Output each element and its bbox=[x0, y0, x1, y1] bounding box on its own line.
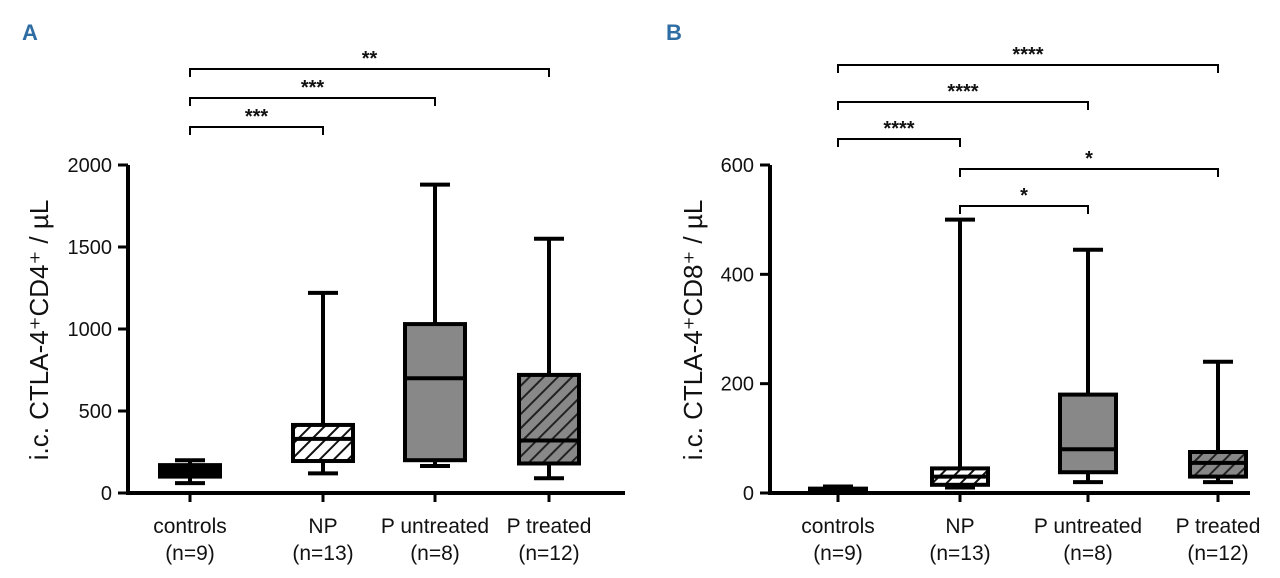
panel-b-significance-2: **** bbox=[837, 44, 1219, 73]
iqr-box bbox=[403, 322, 467, 463]
panel-b-category-label: controls bbox=[801, 515, 875, 538]
panel-a-ytick-label: 1500 bbox=[68, 237, 113, 259]
significance-label: *** bbox=[301, 77, 325, 99]
panel-a-ytick-label: 1000 bbox=[68, 319, 113, 341]
panel-a-box-1 bbox=[291, 290, 355, 476]
panel-b-category-n: (n=9) bbox=[813, 542, 863, 565]
panel-a-category-label: P untreated bbox=[381, 515, 489, 538]
panel-b-significance-3: * bbox=[959, 185, 1089, 214]
panel-b-ytick-label: 200 bbox=[721, 374, 754, 396]
significance-label: * bbox=[1020, 185, 1028, 207]
panel-a-box-0 bbox=[158, 458, 222, 486]
panel-a-category-label: NP bbox=[308, 515, 337, 538]
panel-a-category-n: (n=12) bbox=[518, 542, 579, 565]
iqr-box bbox=[291, 422, 355, 464]
panel-a-letter: A bbox=[22, 20, 38, 45]
significance-bracket bbox=[189, 68, 550, 77]
panel-b-ytick-label: 400 bbox=[721, 264, 754, 286]
panel-b-box-3 bbox=[1188, 359, 1248, 485]
significance-bracket bbox=[189, 97, 436, 106]
panel-b-box-0 bbox=[808, 484, 868, 495]
significance-label: **** bbox=[1012, 44, 1043, 66]
panel-a-ytick-label: 500 bbox=[79, 401, 112, 423]
panel-b-category-n: (n=13) bbox=[929, 542, 990, 565]
significance-bracket bbox=[189, 126, 324, 135]
panel-a-ylabel: i.c. CTLA-4⁺CD4⁺ / µL bbox=[24, 200, 54, 461]
panel-b-box-1 bbox=[930, 217, 990, 490]
panel-a-significance-1: *** bbox=[189, 77, 436, 106]
panel-b-category-n: (n=8) bbox=[1063, 542, 1113, 565]
panel-b-category-label: P untreated bbox=[1034, 515, 1142, 538]
significance-bracket bbox=[959, 205, 1089, 214]
panel-b-letter: B bbox=[666, 20, 682, 45]
panel-a-ytick-label: 2000 bbox=[68, 155, 113, 177]
panel-b-ytick-label: 600 bbox=[721, 155, 754, 177]
panel-b-category-n: (n=12) bbox=[1187, 542, 1248, 565]
panel-a-category-n: (n=9) bbox=[165, 542, 215, 565]
significance-label: **** bbox=[883, 118, 914, 140]
significance-label: ** bbox=[362, 48, 378, 70]
panel-b-significance-1: **** bbox=[837, 81, 1089, 110]
panel-a-ytick-label: 0 bbox=[101, 483, 112, 505]
panel-b-category-label: P treated bbox=[1176, 515, 1261, 538]
panel-b-box-2 bbox=[1058, 247, 1118, 485]
panel-b-significance-4: * bbox=[959, 148, 1219, 177]
panel-a-significance-2: ** bbox=[189, 48, 550, 77]
panel-a: A i.c. CTLA-4⁺CD4⁺ / µL 0 500 1000 1500 2000… bbox=[22, 20, 625, 565]
significance-bracket bbox=[837, 101, 1089, 110]
significance-label: * bbox=[1085, 148, 1093, 170]
significance-bracket bbox=[837, 138, 961, 147]
iqr-box bbox=[517, 372, 581, 466]
panel-b-significance-0: **** bbox=[837, 118, 961, 147]
iqr-box bbox=[1058, 392, 1118, 475]
panel-b-category-label: NP bbox=[945, 515, 974, 538]
panel-a-category-n: (n=13) bbox=[292, 542, 353, 565]
significance-bracket bbox=[959, 168, 1219, 177]
panel-a-box-2 bbox=[403, 182, 467, 468]
significance-label: *** bbox=[245, 106, 269, 128]
panel-b-ylabel: i.c. CTLA-4⁺CD8⁺ / µL bbox=[678, 200, 708, 461]
panel-a-significance-0: *** bbox=[189, 106, 324, 135]
panel-a-category-label: controls bbox=[153, 515, 227, 538]
panel-b-ytick-label: 0 bbox=[743, 483, 754, 505]
panel-a-box-3 bbox=[517, 236, 581, 481]
significance-bracket bbox=[837, 64, 1219, 73]
panel-a-category-n: (n=8) bbox=[410, 542, 460, 565]
panel-a-category-label: P treated bbox=[507, 515, 592, 538]
significance-label: **** bbox=[947, 81, 978, 103]
panel-b: B i.c. CTLA-4⁺CD8⁺ / µL 0 200 400 600 contro… bbox=[666, 20, 1260, 565]
